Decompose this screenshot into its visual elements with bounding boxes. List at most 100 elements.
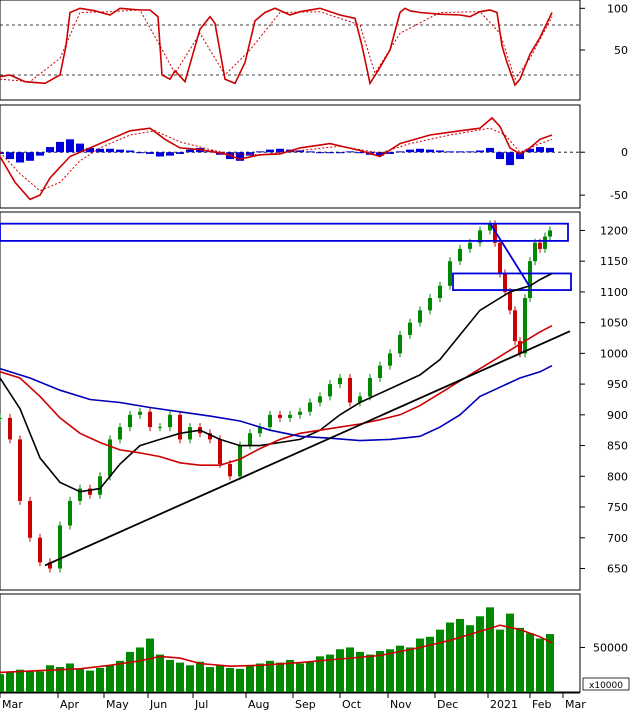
volume-bar (196, 661, 204, 692)
candle (533, 242, 537, 262)
y-tick-label: 1050 (600, 317, 628, 330)
volume-bar (416, 638, 424, 692)
candle (98, 476, 102, 495)
series-line (0, 9, 553, 83)
stochastic-frame (0, 0, 581, 101)
candle (68, 500, 72, 526)
y-tick-label: 50000 (593, 641, 628, 654)
candle (428, 298, 432, 311)
y-tick-label: 650 (607, 562, 628, 575)
candle (468, 242, 472, 249)
candle (38, 537, 42, 563)
histogram-bar (426, 149, 434, 153)
volume-bar (116, 660, 124, 692)
volume-bar (146, 638, 154, 692)
histogram-bar (76, 143, 84, 153)
volume-bar (306, 661, 314, 692)
unit-box (582, 677, 630, 691)
volume-bar (466, 625, 474, 692)
candle (248, 433, 252, 446)
histogram-bar (6, 152, 14, 160)
volume-bar (216, 665, 224, 692)
candle (538, 242, 542, 249)
x-tick-label: Mar (2, 698, 23, 710)
histogram-bar (406, 149, 414, 153)
volume-bar (16, 669, 24, 692)
y-tick-label: 1150 (600, 255, 628, 268)
y-tick-label: 50 (614, 44, 628, 57)
resistance-box (0, 222, 569, 242)
candle (48, 562, 52, 569)
volume-bar (346, 647, 354, 692)
x-tick-label: Aug (248, 698, 269, 710)
histogram-bar (146, 152, 154, 154)
volume-bar (156, 654, 164, 692)
volume-bar (286, 659, 294, 692)
candle (258, 427, 262, 434)
histogram-bar (256, 151, 264, 153)
volume-bar (396, 645, 404, 692)
candle (488, 224, 492, 231)
volume-bar (506, 613, 514, 692)
histogram-bar (316, 152, 324, 154)
candle (318, 396, 322, 403)
candle (148, 411, 152, 428)
x-tick-label: Sep (295, 698, 316, 710)
candle (298, 411, 302, 415)
histogram-bar (326, 152, 334, 154)
x-tick-label: Jun (149, 698, 167, 710)
candle (368, 377, 372, 397)
histogram-bar (456, 151, 464, 153)
macd-panel: 0 -50 (0, 104, 628, 209)
y-tick-label: 1100 (600, 286, 628, 299)
candle (168, 414, 172, 428)
trendline (44, 330, 571, 567)
candle (518, 341, 522, 354)
volume-bar (326, 654, 334, 692)
x-tick-label: Feb (532, 698, 551, 710)
histogram-bar (296, 150, 304, 153)
volume-bar (86, 670, 94, 692)
candle (18, 439, 22, 501)
candle (528, 261, 532, 299)
volume-panel: 50000 x10000 (0, 593, 630, 693)
x-tick-label: Jul (194, 698, 208, 710)
y-tick-label: 850 (607, 440, 628, 453)
histogram-bar (376, 152, 384, 156)
y-tick-label: 800 (607, 470, 628, 483)
candle (458, 248, 462, 262)
series-line (0, 7, 553, 87)
histogram-bar (476, 150, 484, 153)
volume-bar (536, 638, 544, 692)
volume-bar (476, 616, 484, 692)
stochastic-panel: 100 50 (0, 0, 628, 101)
candle (118, 427, 122, 440)
volume-bar (46, 665, 54, 692)
volume-bar (356, 651, 364, 692)
candle (348, 377, 352, 403)
volume-bar (366, 654, 374, 692)
histogram-bar (346, 151, 354, 153)
candle (208, 433, 212, 440)
candle (438, 285, 442, 299)
x-tick-label: Mar (565, 698, 586, 710)
series-line (0, 127, 553, 192)
candle (268, 414, 272, 428)
histogram-bar (86, 147, 94, 153)
volume-bar (516, 627, 524, 692)
candle (238, 445, 242, 477)
candle (8, 417, 12, 440)
histogram-bar (26, 152, 34, 161)
histogram-bar (126, 150, 134, 153)
histogram-bar (536, 147, 544, 153)
volume-bar (126, 651, 134, 692)
x-tick-label: 2021 (490, 698, 518, 710)
histogram-bar (0, 152, 4, 154)
histogram-bar (236, 152, 244, 161)
histogram-bar (266, 149, 274, 153)
histogram-bar (526, 148, 534, 153)
volume-bar (226, 667, 234, 692)
resistance-box (452, 272, 572, 291)
unit-label: x10000 (589, 681, 623, 691)
volume-bar (236, 668, 244, 692)
